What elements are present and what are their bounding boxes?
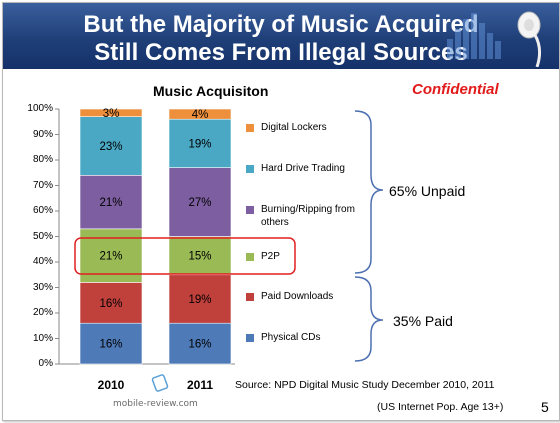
earbud-icon [517, 11, 542, 67]
title-line-1: But the Majority of Music Acquired [83, 11, 479, 38]
legend-swatch [246, 253, 254, 261]
watermark-phone-icon [151, 374, 169, 392]
x-category-label: 2010 [97, 378, 125, 392]
y-tick-label: 100% [27, 103, 53, 114]
bar-value-label: 15% [188, 251, 211, 263]
bar-value-label: 16% [99, 339, 122, 351]
population-note: (US Internet Pop. Age 13+) [377, 401, 504, 413]
y-tick-label: 90% [32, 128, 53, 140]
watermark: mobile-review.com [113, 399, 198, 409]
bar-value-label: 21% [99, 197, 122, 209]
y-tick-label: 20% [32, 307, 53, 318]
legend-swatch [246, 293, 254, 301]
bar-value-label: 27% [188, 197, 211, 209]
bar-segment [168, 322, 232, 365]
legend-swatch [246, 165, 254, 173]
y-tick-label: 40% [32, 256, 53, 267]
paid-bracket [354, 276, 384, 362]
legend-label: Burning/Ripping from others [261, 204, 355, 228]
page-number: 5 [541, 399, 549, 415]
legend-swatch [246, 124, 254, 132]
legend-swatch [246, 334, 254, 342]
p2p-highlight-box [74, 237, 296, 275]
y-tick-label: 50% [32, 230, 53, 242]
bars-group: 16% 16% 21% 21% 23% 3% 16% 19% 15% 27% 19% 4% [79, 108, 232, 365]
bar-segment [168, 108, 232, 120]
y-tick-label: 80% [32, 154, 53, 165]
bar-value-label: 4% [192, 109, 209, 121]
title-line-2: Still Comes From Illegal Sources [94, 39, 468, 66]
x-category-label: 2011 [186, 378, 214, 392]
y-tick-label: 0% [38, 358, 53, 369]
legend-label: Digital Lockers [261, 122, 327, 133]
equalizer-icon [447, 13, 501, 59]
title-banner: But the Majority of Music Acquired Still… [3, 3, 559, 69]
group-brackets [354, 110, 384, 362]
bar-segment [168, 236, 232, 276]
bar-segment [79, 116, 143, 176]
y-tick-label: 70% [32, 179, 53, 191]
bar-value-label: 21% [99, 251, 122, 263]
chart-title: Music Acquisiton [153, 83, 269, 99]
bar-value-label: 19% [188, 138, 211, 150]
unpaid-group-label: 65% Unpaid [389, 183, 466, 199]
bar-segment [168, 118, 232, 168]
y-tick-label: 60% [32, 205, 53, 216]
bar-value-label: 16% [99, 298, 122, 310]
bar-value-label: 3% [103, 108, 120, 120]
unpaid-bracket [354, 110, 384, 274]
y-tick-label: 10% [32, 332, 53, 344]
legend-label: Paid Downloads [261, 291, 334, 302]
source-note: Source: NPD Digital Music Study December… [235, 379, 495, 391]
legend-label: Hard Drive Trading [261, 163, 345, 174]
plot-area: 16% 16% 21% 21% 23% 3% 16% 19% 15% 27% 19% 4% [55, 108, 296, 365]
bar-segment [168, 167, 232, 237]
bar-segment [79, 108, 143, 117]
legend-label: Physical CDs [261, 332, 321, 343]
y-tick-label: 30% [32, 281, 53, 293]
paid-group-label: 35% Paid [393, 313, 453, 329]
bar-value-label: 16% [188, 339, 211, 351]
bar-value-label: 19% [188, 294, 211, 306]
legend-swatch [246, 206, 254, 214]
confidential-label: Confidential [412, 81, 499, 98]
bar-segment [79, 175, 143, 230]
bar-segment [168, 274, 232, 324]
legend-label: P2P [261, 251, 280, 262]
bar-value-label: 23% [99, 141, 122, 153]
